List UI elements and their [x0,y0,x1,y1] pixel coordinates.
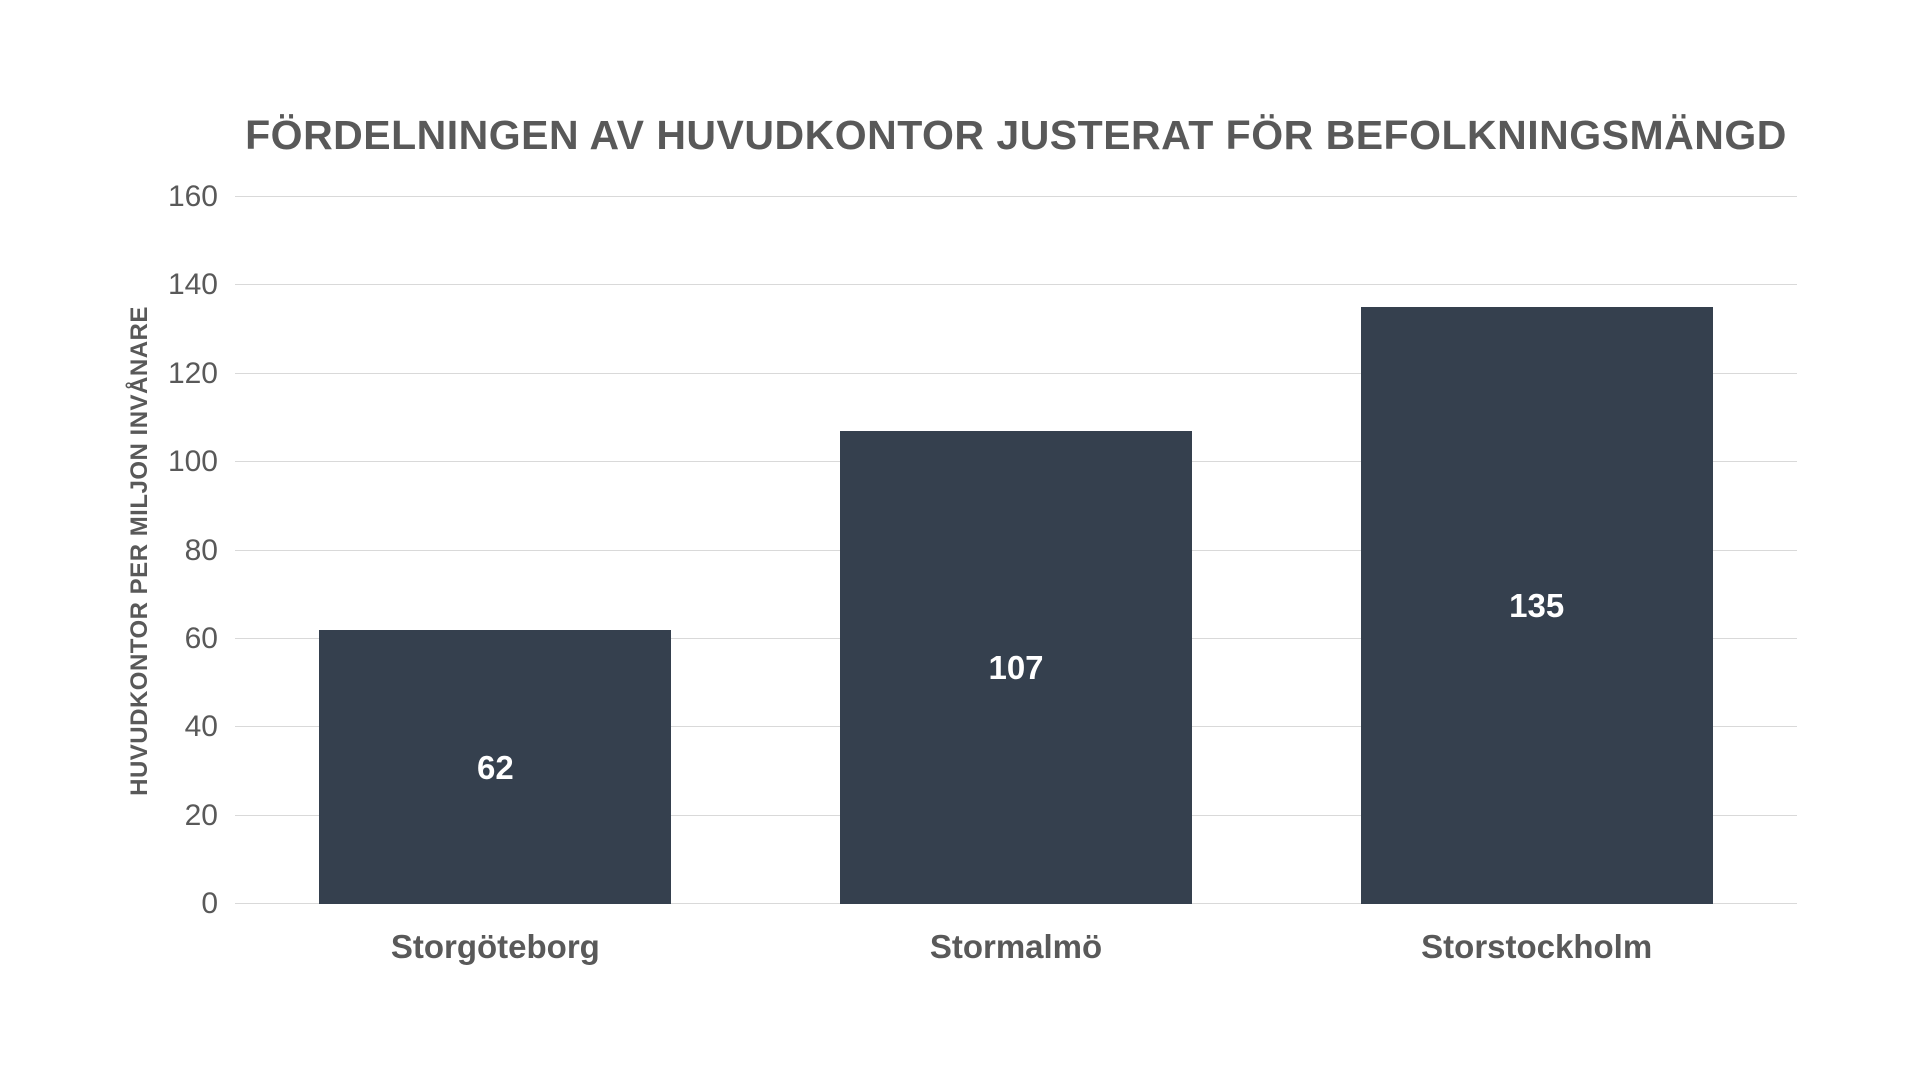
y-tick-label-0: 0 [201,887,218,920]
y-tick-label-120: 120 [167,356,218,390]
y-axis-tick-labels: 0 20 40 60 80 100 120 140 160 [0,182,218,919]
y-tick-label-20: 20 [184,798,218,832]
bar-slot-3: 135 [1276,197,1797,904]
gridline-160 [235,196,1797,197]
y-tick-label-40: 40 [184,710,218,744]
bar-stormalmö: 107 [840,431,1192,904]
x-axis-category-labels: Storgöteborg Stormalmö Storstockholm [235,928,1797,966]
y-tick-label-80: 80 [184,533,218,567]
y-tick-label-160: 160 [167,180,218,213]
data-label-storgöteborg: 62 [476,748,514,786]
y-tick-label-100: 100 [167,445,218,479]
data-label-stormalmö: 107 [988,649,1044,687]
x-category-label-storstockholm: Storstockholm [1421,928,1653,965]
y-tick-label-60: 60 [184,621,218,655]
gridline-140 [235,284,1797,286]
bar-slot-1: 62 [235,197,756,904]
chart-title: FÖRDELNINGEN AV HUVUDKONTOR JUSTERAT FÖR… [245,112,1787,158]
x-category-label-stormalmö: Stormalmö [929,928,1103,965]
bar-slot-2: 107 [756,197,1277,904]
x-category-label-storgöteborg: Storgöteborg [390,928,600,965]
plot-area: 62 107 135 [235,196,1797,904]
bars-container: 62 107 135 [235,197,1797,904]
data-label-storstockholm: 135 [1509,587,1565,625]
gridline-120 [235,372,1797,374]
bar-storstockholm: 135 [1360,307,1713,904]
bar-storgöteborg: 62 [319,630,672,904]
y-tick-label-140: 140 [167,268,218,302]
